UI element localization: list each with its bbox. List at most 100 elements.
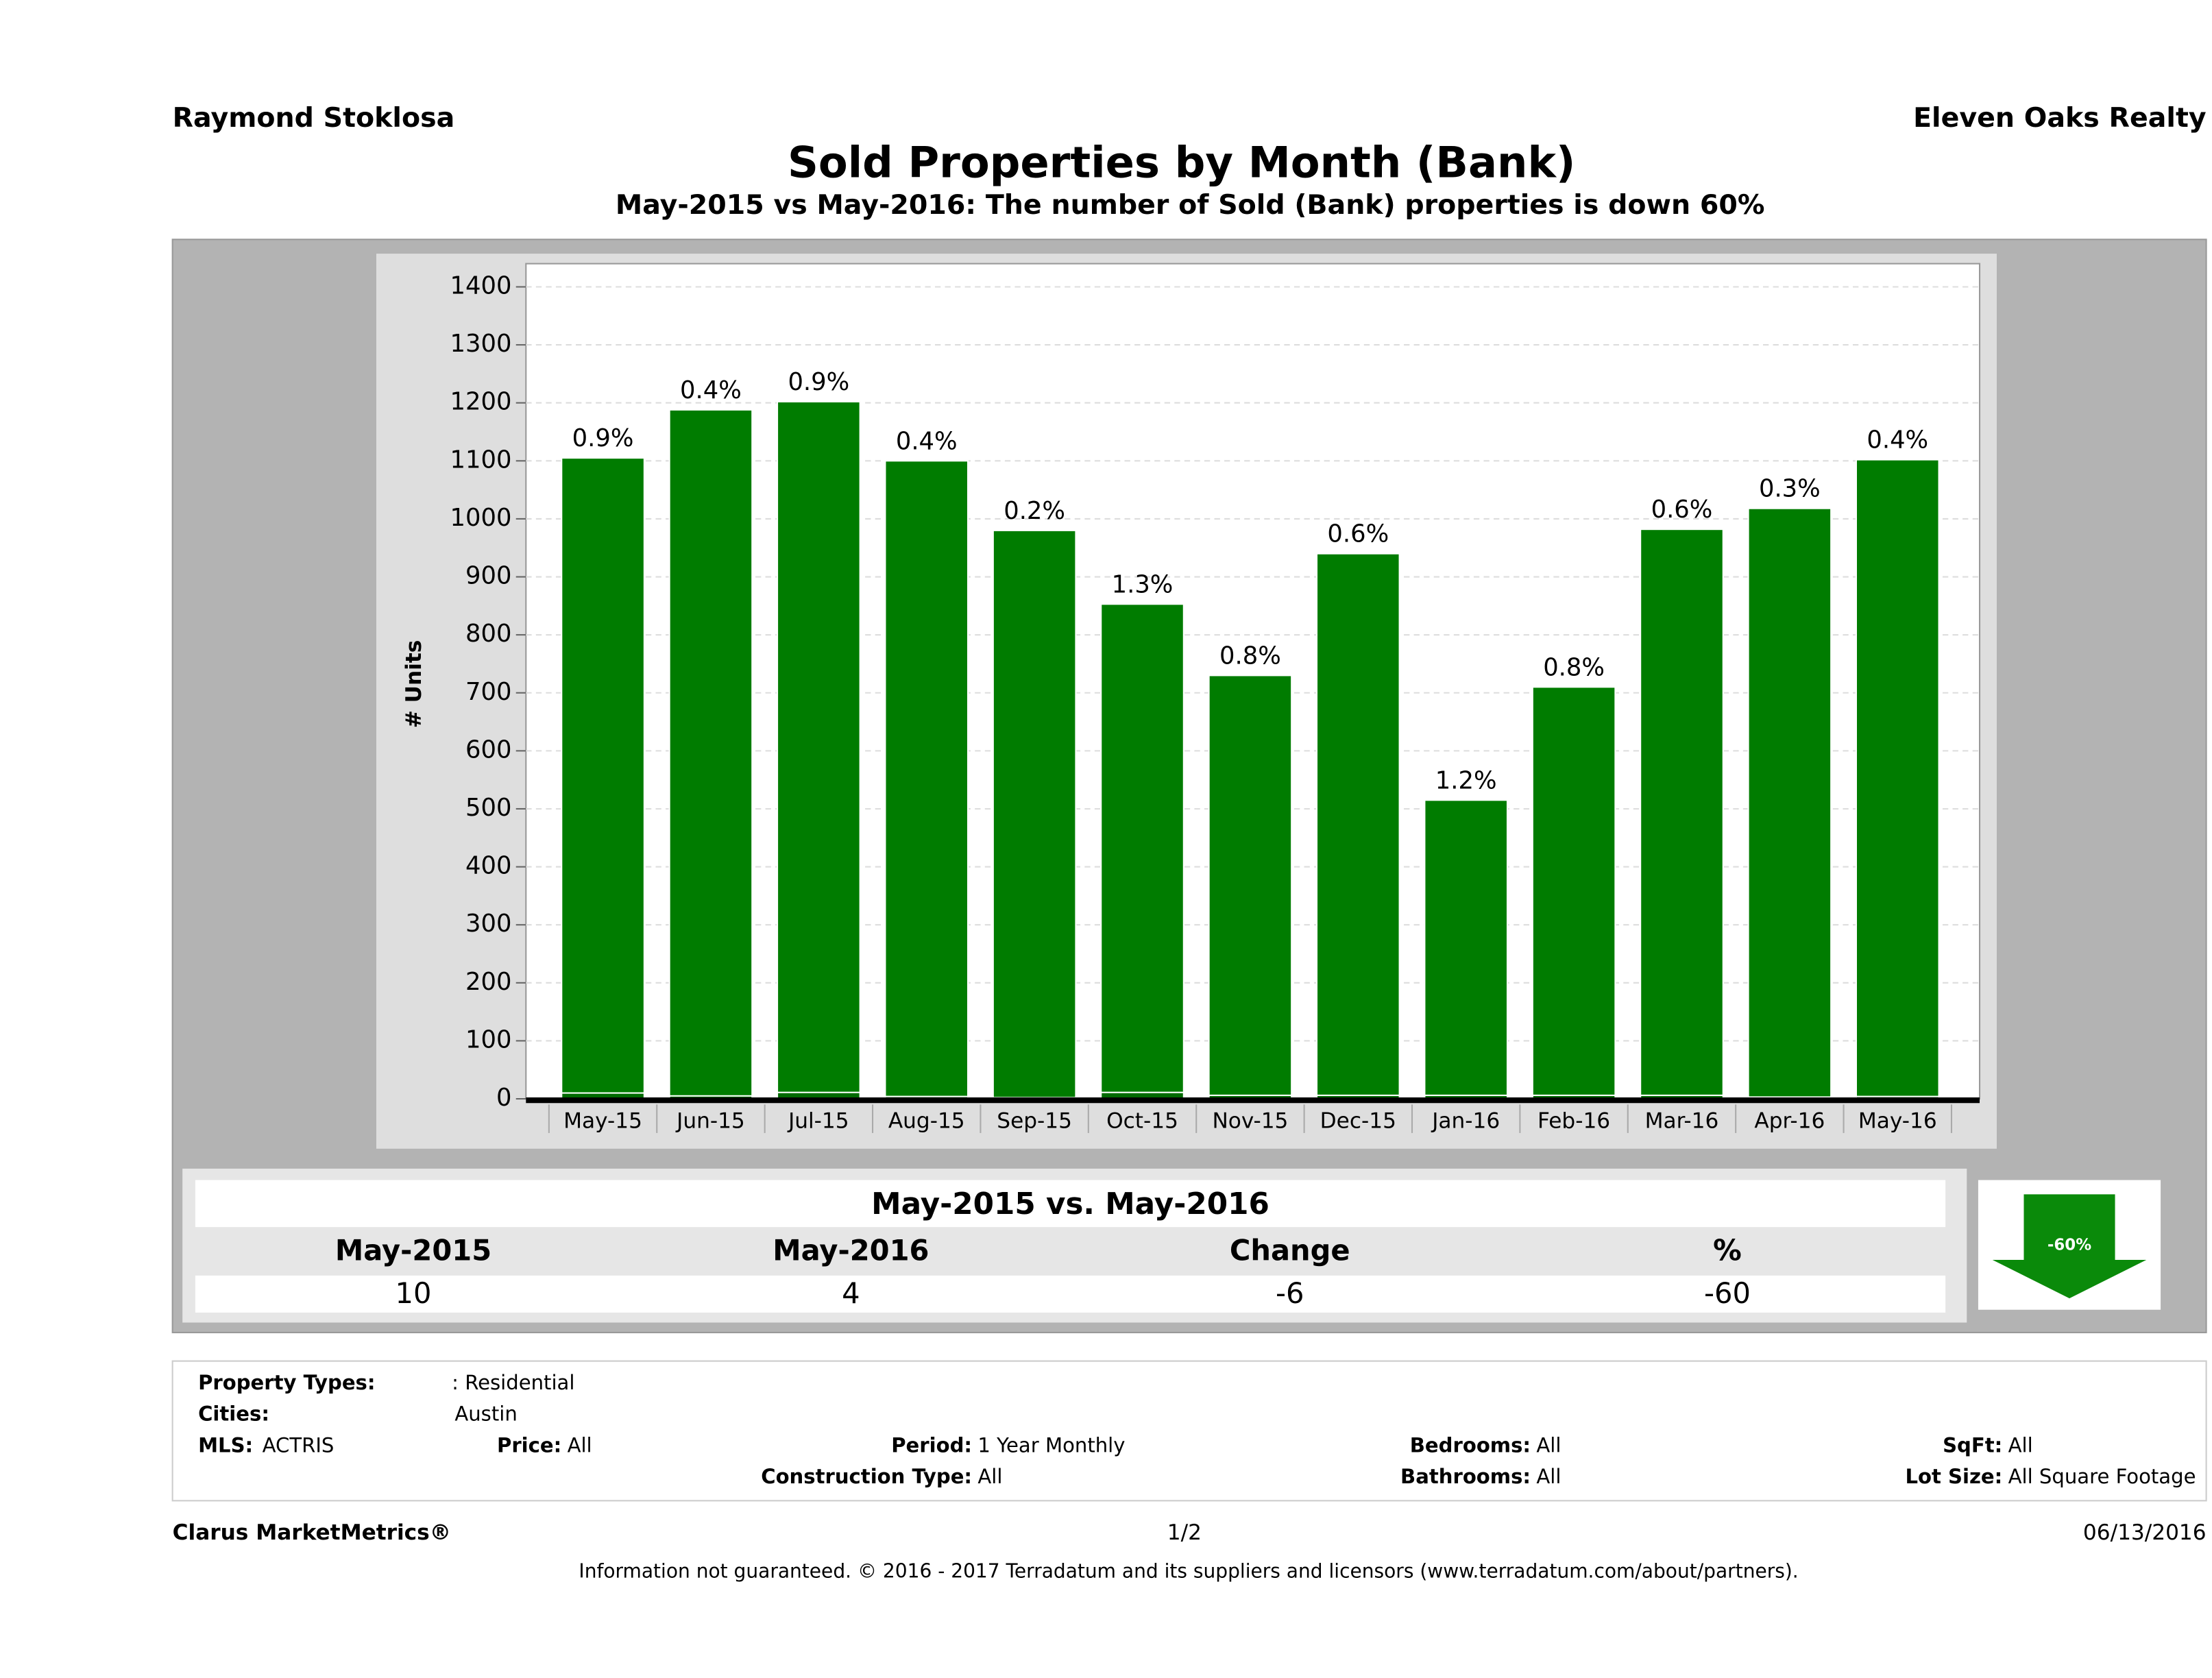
criteria-label: Price: — [497, 1433, 561, 1457]
x-tick-label: Apr-16 — [1754, 1108, 1825, 1133]
chart-title: Sold Properties by Month (Bank) — [788, 137, 1575, 187]
footer-disclaimer: Information not guaranteed. © 2016 - 201… — [579, 1559, 1798, 1582]
x-tick-label: Nov-15 — [1212, 1108, 1288, 1133]
footer-brand: Clarus MarketMetrics® — [173, 1520, 451, 1545]
footer-page: 1/2 — [1167, 1520, 1202, 1545]
criteria-value: All — [977, 1465, 1002, 1488]
y-tick-label: 1200 — [450, 388, 512, 416]
bar — [1855, 459, 1940, 1100]
bar-label: 1.2% — [1435, 766, 1497, 794]
down-arrow — [1992, 1194, 2147, 1299]
x-tick-label: May-15 — [563, 1108, 642, 1133]
y-tick-label: 900 — [465, 562, 511, 590]
bar — [1747, 507, 1832, 1100]
column-value: 10 — [396, 1276, 432, 1310]
comparison-title-bg — [195, 1180, 1946, 1228]
criteria-label: MLS: — [198, 1433, 253, 1457]
criteria-label: Property Types: — [198, 1371, 375, 1394]
criteria-value: All — [2008, 1433, 2033, 1457]
y-tick-label: 200 — [465, 968, 511, 996]
x-tick-label: May-16 — [1858, 1108, 1937, 1133]
bar — [561, 457, 645, 1100]
comparison-values-bg — [195, 1275, 1946, 1313]
criteria-label: Construction Type: — [761, 1465, 972, 1488]
x-tick-label: Feb-16 — [1538, 1108, 1610, 1133]
bar — [1424, 799, 1509, 1100]
y-tick-label: 700 — [465, 678, 511, 706]
bar — [777, 400, 861, 1100]
y-axis-label: # Units — [402, 640, 426, 729]
criteria-label: Period: — [891, 1433, 972, 1457]
bar-label: 0.2% — [1004, 497, 1065, 525]
bar-label: 0.6% — [1327, 520, 1389, 548]
criteria-value: 1 Year Monthly — [977, 1433, 1125, 1457]
x-tick-label: Aug-15 — [888, 1108, 965, 1133]
criteria-label: Lot Size: — [1905, 1465, 2002, 1488]
x-tick-label: Dec-15 — [1320, 1108, 1396, 1133]
x-tick-label: Jan-16 — [1431, 1108, 1500, 1133]
bar-label: 0.4% — [896, 427, 958, 455]
bar-label: 0.4% — [1867, 426, 1928, 454]
column-header: May-2015 — [335, 1234, 491, 1267]
y-tick-label: 100 — [465, 1025, 511, 1054]
bar-label: 1.3% — [1112, 570, 1174, 598]
criteria-value: ACTRIS — [263, 1433, 335, 1457]
y-tick-label: 300 — [465, 910, 511, 938]
bar — [1315, 552, 1400, 1100]
comparison-table: May-2015 10 May-2016 4 Change -6% -60 — [335, 1234, 1751, 1310]
criteria-box — [171, 1360, 2207, 1502]
criteria-value: Austin — [454, 1402, 517, 1426]
x-tick-label: Oct-15 — [1106, 1108, 1178, 1133]
bar-label: 0.8% — [1543, 653, 1605, 681]
column-header: Change — [1230, 1234, 1350, 1267]
criteria-label: Cities: — [198, 1402, 269, 1426]
y-tick-label: 1100 — [450, 446, 512, 474]
criteria-label: Bedrooms: — [1410, 1433, 1531, 1457]
x-tick-label: Sep-15 — [997, 1108, 1072, 1133]
bar — [1531, 686, 1616, 1100]
y-tick-label: 1000 — [450, 504, 512, 532]
criteria-label: Bathrooms: — [1400, 1465, 1531, 1488]
criteria: Property Types: : Residential Cities: Austi… — [198, 1371, 2196, 1488]
y-tick-label: 500 — [465, 794, 511, 822]
bar — [1640, 528, 1724, 1100]
agent-name: Raymond Stoklosa — [173, 102, 455, 134]
bar — [668, 409, 753, 1100]
column-value: 4 — [842, 1276, 860, 1310]
column-value: -60 — [1704, 1276, 1751, 1310]
y-tick-label: 1400 — [450, 271, 512, 300]
bar-label: 0.8% — [1219, 642, 1281, 670]
bar — [1208, 674, 1293, 1100]
bar — [992, 529, 1077, 1100]
y-tick-label: 400 — [465, 852, 511, 880]
criteria-value: All — [1536, 1465, 1561, 1488]
criteria-value: All Square Footage — [2008, 1465, 2196, 1488]
criteria-label: SqFt: — [1943, 1433, 2002, 1457]
x-tick-label: Mar-16 — [1645, 1108, 1719, 1133]
y-tick-label: 1300 — [450, 330, 512, 358]
x-tick-label: Jun-15 — [675, 1108, 745, 1133]
badge-label: -60% — [2047, 1237, 2091, 1254]
bar-label: 0.9% — [788, 368, 849, 396]
y-tick-label: 0 — [496, 1084, 511, 1112]
bar — [1100, 603, 1184, 1100]
footer-date: 06/13/2016 — [2083, 1520, 2207, 1545]
comparison-title: May-2015 vs. May-2016 — [871, 1187, 1269, 1221]
bar-label: 0.3% — [1759, 475, 1821, 503]
bar — [884, 460, 969, 1100]
bar-label: 0.9% — [572, 424, 634, 452]
criteria-value: : Residential — [452, 1371, 574, 1394]
plot: 0 100 200 300 400 500 600 700 800 900 1000 1100 1200… — [450, 271, 1980, 1133]
company-name: Eleven Oaks Realty — [1913, 102, 2207, 134]
x-tick-label: Jul-15 — [787, 1108, 849, 1133]
y-tick-label: 600 — [465, 735, 511, 764]
column-value: -6 — [1276, 1276, 1304, 1310]
chart-subtitle: May-2015 vs May-2016: The number of Sold… — [616, 189, 1765, 221]
bar-label: 0.4% — [680, 376, 742, 404]
y-tick-label: 800 — [465, 620, 511, 648]
column-header: May-2016 — [773, 1234, 929, 1267]
column-header: % — [1713, 1234, 1742, 1267]
bar-label: 0.6% — [1651, 496, 1713, 524]
